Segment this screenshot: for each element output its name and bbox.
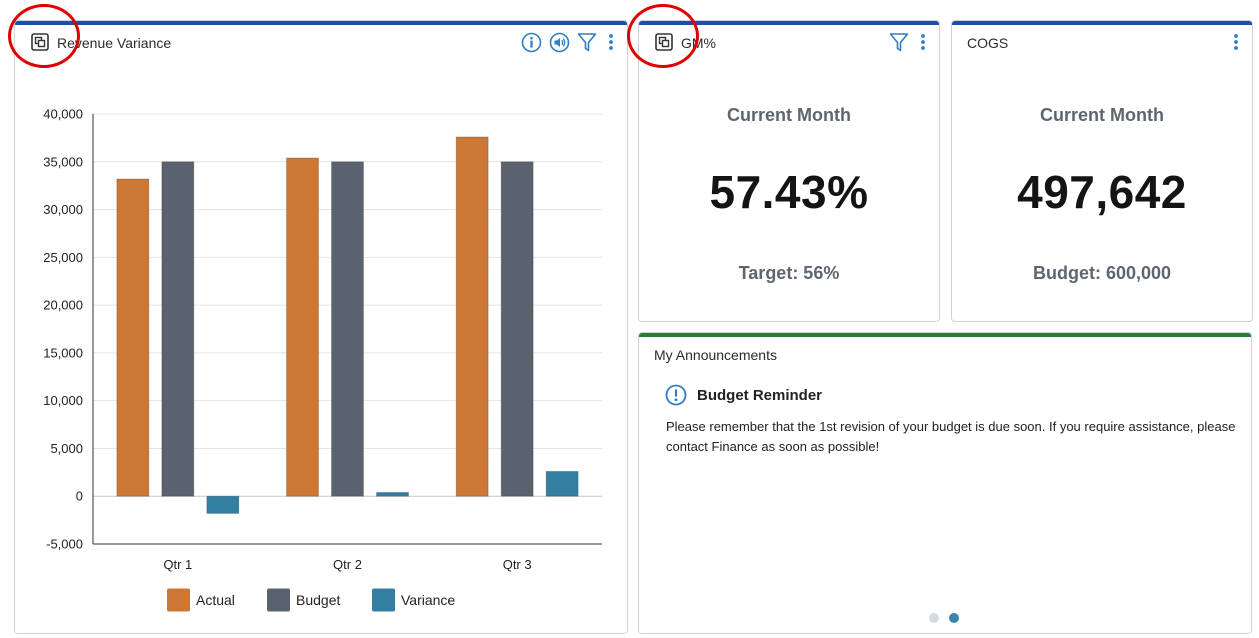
revenue-variance-card: Revenue Variance -5,000 0 5,000 10,000 15,00 [14, 20, 628, 634]
filter-icon[interactable] [577, 32, 597, 53]
revenue-variance-chart: -5,000 0 5,000 10,000 15,000 20,000 25,000 30,0… [43, 107, 602, 612]
y-tick-label: 5,000 [50, 441, 83, 456]
kpi-value: 497,642 [1017, 166, 1187, 218]
bar-variance-qtr-3[interactable] [545, 470, 579, 497]
bar-variance-qtr-2[interactable] [376, 491, 409, 497]
carousel-dot-2[interactable] [949, 613, 959, 623]
announcements-card: My Announcements Budget Reminder Please … [638, 332, 1252, 634]
card-title: Revenue Variance [57, 35, 172, 51]
announcement-title: Budget Reminder [697, 386, 823, 404]
gm-percent-card: GM% Current Month 57.43% Target: 56% [638, 20, 940, 322]
card-title: My Announcements [654, 347, 777, 363]
annotation-circle [627, 4, 699, 68]
legend-swatch-budget[interactable] [267, 588, 290, 612]
card-accent-bar [639, 333, 1251, 337]
y-tick-label: 10,000 [43, 393, 83, 408]
bar-actual-qtr-2[interactable] [286, 157, 319, 497]
legend-swatch-actual[interactable] [167, 588, 190, 612]
more-vertical-icon[interactable] [1232, 33, 1240, 51]
cogs-card: COGS Current Month 497,642 Budget: 600,0… [951, 20, 1253, 322]
carousel-pager [929, 613, 959, 623]
carousel-dot-1[interactable] [929, 613, 939, 623]
bar-actual-qtr-1[interactable] [116, 178, 150, 497]
bar-actual-qtr-3[interactable] [455, 136, 489, 497]
y-tick-label: 40,000 [43, 107, 83, 122]
legend-label-variance[interactable]: Variance [401, 592, 455, 608]
kpi-heading: Current Month [1040, 105, 1164, 125]
more-vertical-icon[interactable] [607, 33, 615, 51]
bar-budget-qtr-3[interactable] [500, 161, 534, 497]
info-icon[interactable] [521, 32, 542, 53]
card-accent-bar [639, 21, 939, 25]
x-tick-label: Qtr 3 [503, 557, 532, 572]
announcement-header: Budget Reminder [665, 383, 822, 407]
y-tick-label: 30,000 [43, 202, 83, 217]
y-tick-label: 0 [76, 489, 83, 504]
legend-label-budget[interactable]: Budget [296, 592, 340, 608]
kpi-target: Target: 56% [738, 263, 840, 283]
more-vertical-icon[interactable] [919, 33, 927, 51]
y-tick-label: 35,000 [43, 154, 83, 169]
kpi-budget: Budget: 600,000 [1032, 263, 1172, 283]
annotation-circle [8, 4, 80, 68]
card-accent-bar [15, 21, 627, 25]
legend-swatch-variance[interactable] [372, 588, 395, 612]
x-tick-label: Qtr 2 [333, 557, 362, 572]
speaker-icon[interactable] [549, 32, 570, 53]
bar-budget-qtr-2[interactable] [331, 161, 364, 497]
x-tick-label: Qtr 1 [163, 557, 192, 572]
y-tick-label: 25,000 [43, 250, 83, 265]
kpi-value: 57.43% [709, 166, 869, 218]
y-tick-label: -5,000 [46, 537, 83, 552]
announcement-body: Please remember that the 1st revision of… [666, 419, 1236, 454]
card-accent-bar [952, 21, 1252, 25]
y-tick-label: 15,000 [43, 345, 83, 360]
alert-icon [665, 384, 687, 406]
card-title: COGS [967, 35, 1009, 51]
y-tick-label: 20,000 [43, 298, 83, 313]
legend-label-actual[interactable]: Actual [196, 592, 235, 608]
bar-budget-qtr-1[interactable] [161, 161, 195, 497]
kpi-heading: Current Month [727, 105, 851, 125]
bar-variance-qtr-1[interactable] [206, 495, 240, 514]
filter-icon[interactable] [889, 32, 909, 53]
